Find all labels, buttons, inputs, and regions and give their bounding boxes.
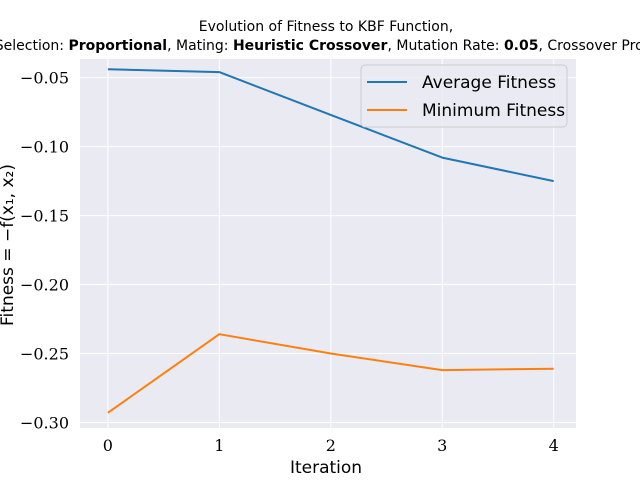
title-part-2: , Mating: <box>167 38 233 54</box>
title-part-4: , Mutation Rate: <box>387 38 503 54</box>
title-part-0: Selection: <box>0 38 68 54</box>
y-tick-labels: −0.05 −0.10 −0.15 −0.20 −0.25 −0.30 <box>20 69 69 433</box>
y-tick-label: −0.05 <box>20 69 69 88</box>
y-tick-label: −0.20 <box>20 276 69 295</box>
x-tick-label: 1 <box>214 436 224 455</box>
y-tick-label: −0.15 <box>20 207 69 226</box>
x-tick-labels: 0 1 2 3 4 <box>103 436 559 455</box>
x-tick-label: 4 <box>549 436 559 455</box>
title-part-5: 0.05 <box>504 38 539 54</box>
chart-title-line1: Evolution of Fitness to KBF Function, <box>199 19 453 35</box>
series-lines <box>107 68 554 414</box>
series-line-0 <box>107 68 554 183</box>
y-tick-label: −0.10 <box>20 138 69 157</box>
title-part-1: Proportional <box>68 38 167 54</box>
legend: Average Fitness Minimum Fitness <box>360 64 568 128</box>
title-part-3: Heuristic Crossover <box>233 38 388 54</box>
y-axis-label: Fitness = −f(x₁, x₂) <box>0 164 18 326</box>
series-line-1 <box>107 333 554 414</box>
x-tick-label: 2 <box>326 436 336 455</box>
title-part-6: , Crossover Prob: <box>538 38 640 54</box>
y-tick-label: −0.25 <box>20 345 69 364</box>
x-tick-label: 3 <box>437 436 447 455</box>
y-tick-label: −0.30 <box>20 413 69 432</box>
legend-box <box>360 64 568 128</box>
x-axis-label: Iteration <box>290 458 362 478</box>
legend-label-1: Minimum Fitness <box>422 101 565 121</box>
chart-title-line2: Selection: Proportional, Mating: Heurist… <box>0 38 640 54</box>
legend-label-0: Average Fitness <box>422 73 556 93</box>
x-tick-label: 0 <box>103 436 113 455</box>
